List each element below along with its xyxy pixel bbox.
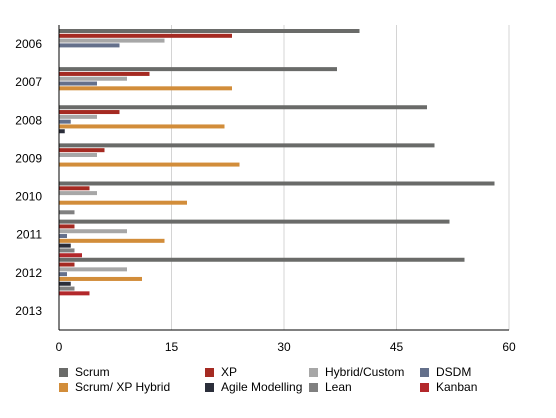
bar [59,76,127,81]
bar [59,262,75,267]
y-tick-label: 2008 [15,113,42,127]
bar [59,234,67,239]
y-tick-label: 2006 [15,37,42,51]
bar [59,267,127,272]
legend-label: Kanban [436,380,477,394]
legend-label: DSDM [436,365,471,379]
bar [59,67,337,72]
bar [59,257,465,262]
legend-swatch [420,383,429,392]
legend-swatch [309,368,318,377]
bar [59,210,75,215]
bar [59,110,120,115]
bar [59,86,232,91]
bars [59,29,495,296]
bar [59,186,90,191]
bar [59,143,435,148]
bar [59,81,97,86]
bar [59,124,225,129]
bar [59,272,67,277]
bar [59,191,97,196]
bar [59,162,240,167]
bar [59,71,150,76]
bar [59,29,360,33]
bar [59,152,97,157]
bar [59,229,127,234]
legend-label: Lean [325,380,352,394]
y-tick-label: 2010 [15,190,42,204]
legend-label: Scrum/ XP Hybrid [75,380,170,394]
bar [59,181,495,186]
bar [59,286,75,291]
bar [59,248,75,253]
bar [59,219,450,224]
bar [59,200,187,205]
y-tick-label: 2011 [16,228,42,242]
bar [59,243,71,248]
bar [59,291,90,296]
bar [59,43,120,48]
legend: Scrum XP Hybrid/Custom DSDM Scrum/ XP Hybrid… [59,365,477,394]
bar [59,105,427,110]
legend-swatch [205,368,214,377]
bar [59,253,82,258]
legend-label: Hybrid/Custom [325,365,404,379]
legend-swatch [420,368,429,377]
bar [59,119,71,124]
y-tick-label: 2009 [15,151,42,165]
legend-label: Scrum [75,365,110,379]
y-tick-label: 2012 [15,266,42,280]
bar [59,129,65,134]
bar [59,276,142,281]
legend-swatch [59,368,68,377]
bar [59,38,165,43]
bar [59,224,75,229]
bar [59,33,232,38]
x-tick-label: 0 [56,340,63,354]
bar [59,114,97,119]
x-tick-label: 15 [165,340,179,354]
bar [59,238,165,243]
x-tick-label: 30 [277,340,291,354]
y-tick-label: 2007 [15,75,42,89]
y-tick-label: 2013 [15,304,42,318]
legend-label: XP [221,365,237,379]
legend-swatch [309,383,318,392]
legend-swatch [205,383,214,392]
legend-swatch [59,383,68,392]
axes: 0 15 30 45 60 2006 2007 2008 2009 2010 2011 2012 201… [15,25,516,354]
bar [59,281,71,286]
bar [59,148,105,153]
x-tick-label: 60 [502,340,516,354]
legend-label: Agile Modelling [221,380,302,394]
x-tick-label: 45 [390,340,404,354]
